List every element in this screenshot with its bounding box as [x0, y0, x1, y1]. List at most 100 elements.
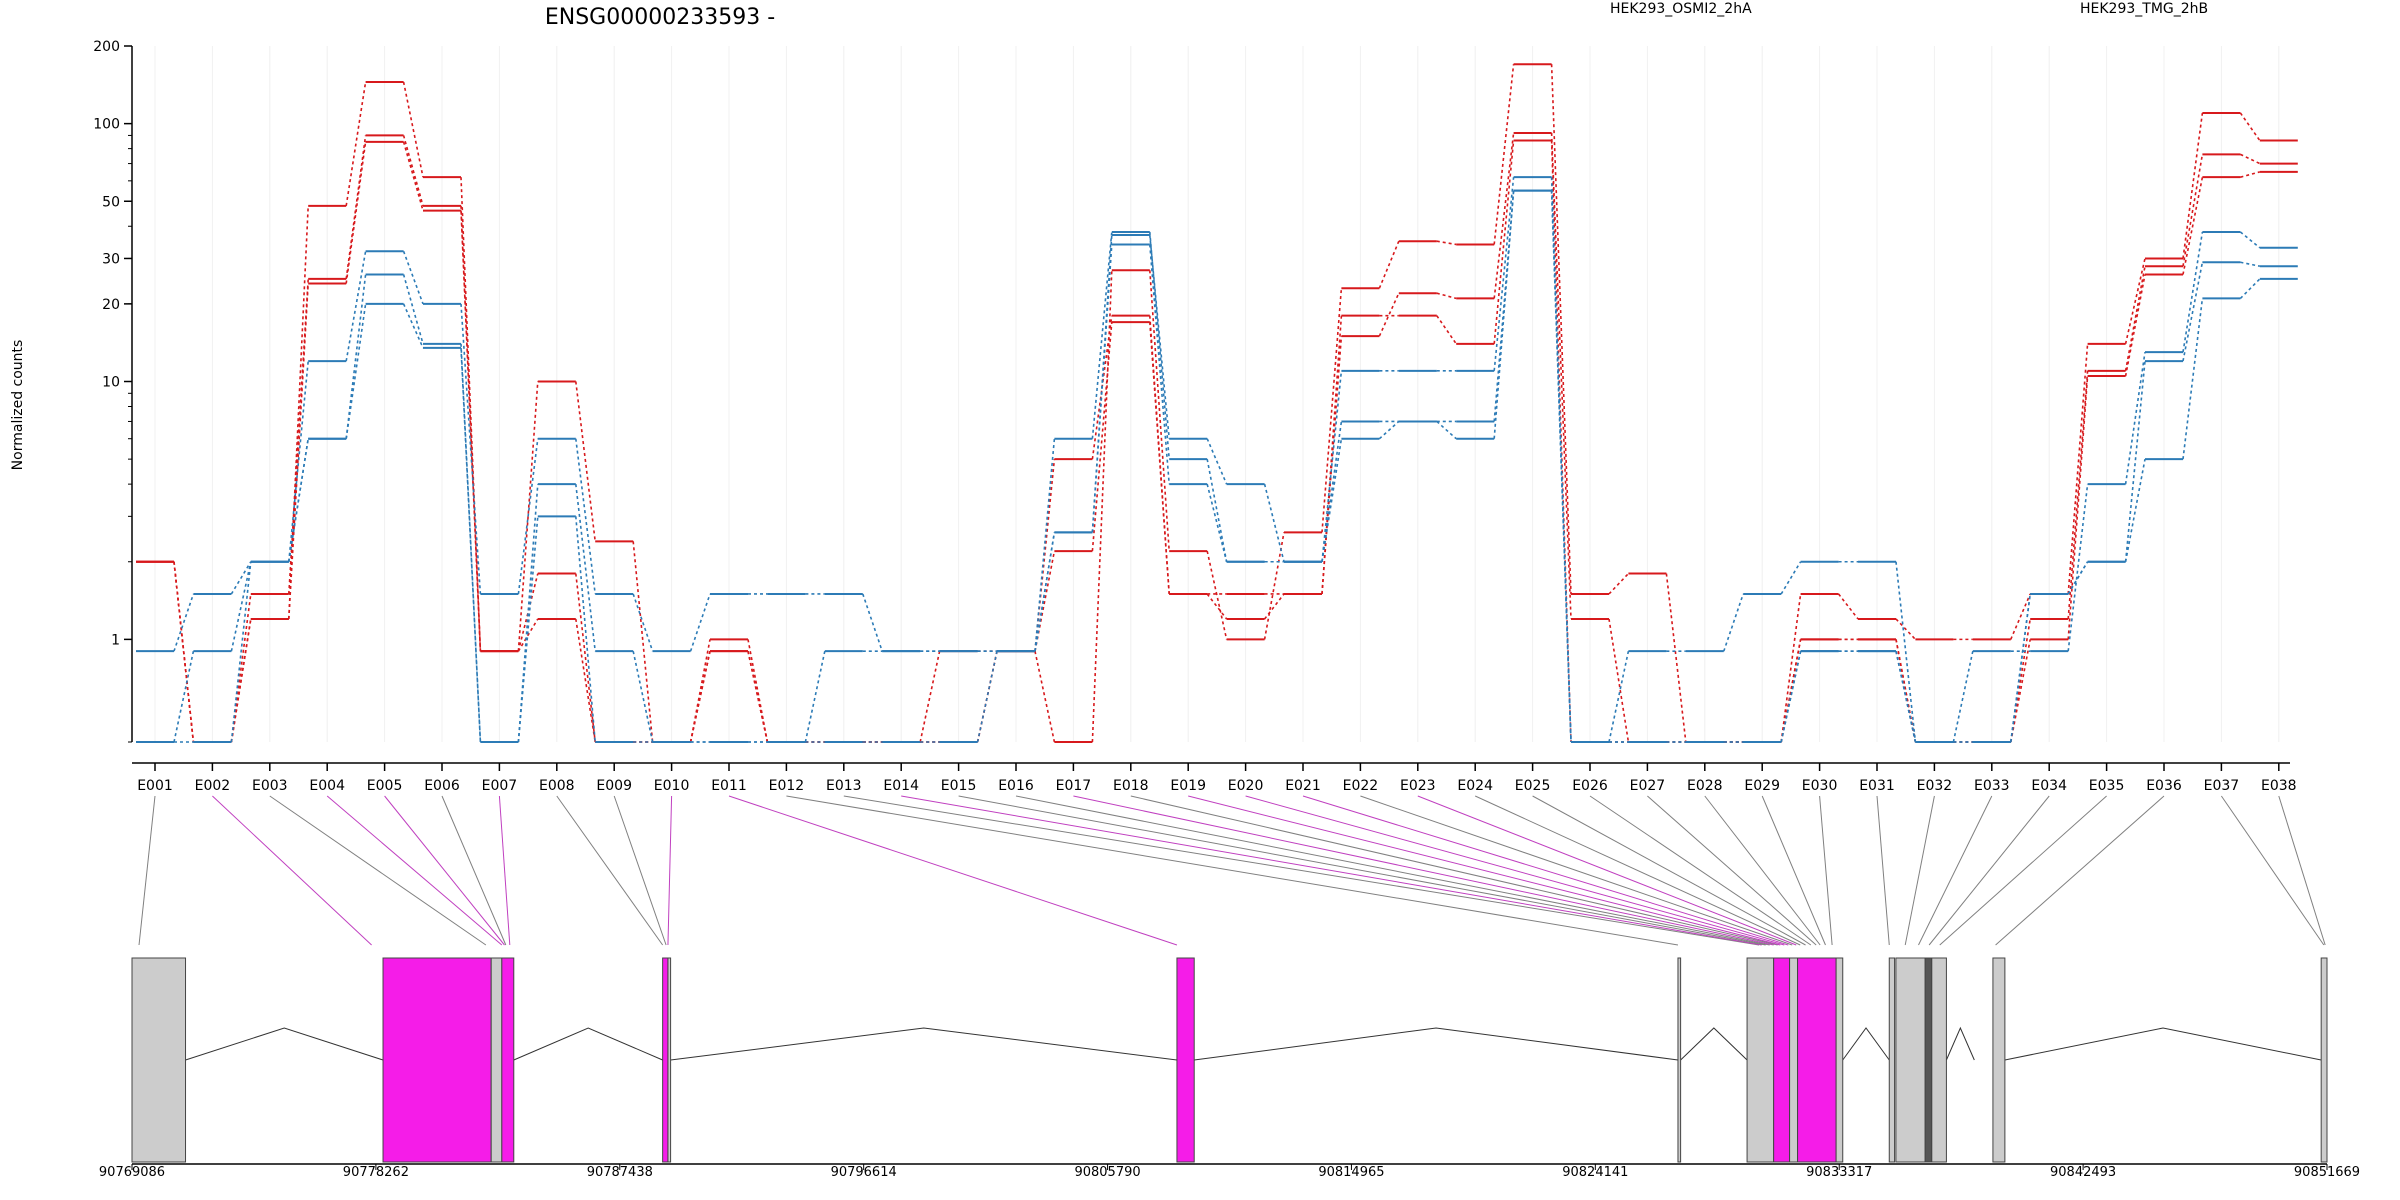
exon-connector	[1532, 795, 1806, 946]
data-connector	[804, 651, 826, 743]
data-connector	[1780, 593, 1802, 743]
x-tick-label: E026	[1572, 778, 1608, 794]
x-tick-label: E014	[883, 778, 919, 794]
data-connector	[1149, 322, 1170, 595]
exon-connector	[728, 795, 1178, 946]
data-connector	[1895, 639, 1917, 743]
data-connector	[632, 541, 654, 743]
data-connector	[2239, 231, 2261, 249]
data-connector	[230, 561, 252, 595]
legend-label-tmg: HEK293_TMG_2hB	[2080, 1, 2208, 17]
data-connector	[1149, 231, 1170, 460]
data-connector	[1149, 270, 1170, 552]
data-connector	[1608, 618, 1630, 743]
exon-connector	[138, 795, 156, 946]
data-connector	[345, 303, 367, 439]
data-connector	[1436, 315, 1457, 345]
exon-connector	[786, 795, 1679, 946]
data-connector	[575, 438, 596, 595]
data-connector	[1895, 618, 1916, 640]
coordinate-label: 90842493	[2050, 1165, 2116, 1180]
data-connector	[1263, 483, 1285, 562]
intron-line	[185, 1027, 384, 1061]
data-connector	[1034, 438, 1056, 652]
data-connector	[2182, 112, 2204, 259]
x-tick-label: E017	[1056, 778, 1092, 794]
data-connector	[2067, 561, 2089, 595]
exon-block	[382, 957, 492, 1163]
data-connector	[2240, 153, 2261, 165]
data-connector	[1206, 438, 1228, 485]
data-connector	[517, 438, 539, 595]
data-connector	[1493, 177, 1515, 371]
y-tick-label: 20	[102, 297, 120, 313]
x-tick-label: E033	[1974, 778, 2010, 794]
exon-connector	[958, 795, 1766, 946]
x-tick-label: E008	[539, 778, 575, 794]
data-connector	[1895, 639, 1917, 743]
data-connector	[1493, 190, 1515, 439]
data-connector	[2240, 171, 2261, 178]
data-connector	[345, 81, 367, 206]
intron-line	[670, 1027, 1178, 1061]
exon-connector	[2220, 795, 2325, 946]
data-connector	[173, 593, 195, 652]
data-connector	[1206, 593, 1228, 620]
x-tick-label: E004	[309, 778, 345, 794]
x-tick-label: E002	[195, 778, 231, 794]
coordinate-label: 90805790	[1074, 1165, 1140, 1180]
data-connector	[1665, 573, 1687, 743]
intron-line	[1842, 1027, 1890, 1061]
data-connector	[2124, 458, 2146, 562]
data-connector	[517, 516, 539, 743]
data-connector	[2240, 261, 2260, 267]
exon-block	[1176, 957, 1195, 1163]
exon-block	[1789, 957, 1799, 1163]
exon-connector	[326, 795, 503, 946]
data-connector	[2124, 361, 2146, 562]
data-connector	[575, 573, 596, 743]
data-connector	[1321, 370, 1343, 562]
exon-connector	[2278, 795, 2326, 946]
intron-line	[1680, 1027, 1748, 1061]
data-connector	[288, 283, 309, 620]
data-connector	[575, 618, 596, 743]
data-connector	[976, 651, 998, 743]
data-connector	[2124, 266, 2146, 371]
exon-block	[1895, 957, 1926, 1163]
data-connector	[1952, 651, 1974, 743]
data-connector	[230, 561, 252, 743]
data-connector	[1895, 651, 1917, 743]
data-connector	[1837, 593, 1859, 620]
data-connector	[1436, 420, 1457, 440]
y-tick-label: 1	[111, 632, 120, 648]
exon-connector	[1417, 795, 1797, 946]
x-tick-label: E031	[1859, 778, 1895, 794]
data-connector	[1034, 532, 1056, 652]
data-connector	[1436, 240, 1457, 246]
x-tick-label: E011	[711, 778, 747, 794]
exon-connector	[384, 795, 505, 946]
y-tick-label: 100	[93, 117, 120, 133]
exon-connector	[1761, 795, 1826, 946]
exon-connector	[212, 795, 372, 946]
data-connector	[747, 651, 769, 743]
data-connector	[173, 561, 195, 743]
x-tick-label: E006	[424, 778, 460, 794]
exon-connector	[1360, 795, 1793, 946]
x-tick-label: E005	[367, 778, 403, 794]
data-connector	[1091, 244, 1113, 533]
x-tick-label: E020	[1228, 778, 1264, 794]
y-axis-label: Normalized counts	[10, 340, 26, 471]
coordinate-label: 90769086	[99, 1165, 165, 1180]
data-connector	[1321, 438, 1343, 562]
data-connector	[1493, 64, 1515, 245]
data-connector	[402, 141, 424, 211]
data-connector	[1436, 292, 1457, 300]
data-connector	[747, 639, 769, 743]
data-connector	[402, 250, 424, 305]
data-connector	[517, 573, 539, 652]
data-connector	[1493, 140, 1515, 344]
exon-connector	[1876, 795, 1890, 946]
